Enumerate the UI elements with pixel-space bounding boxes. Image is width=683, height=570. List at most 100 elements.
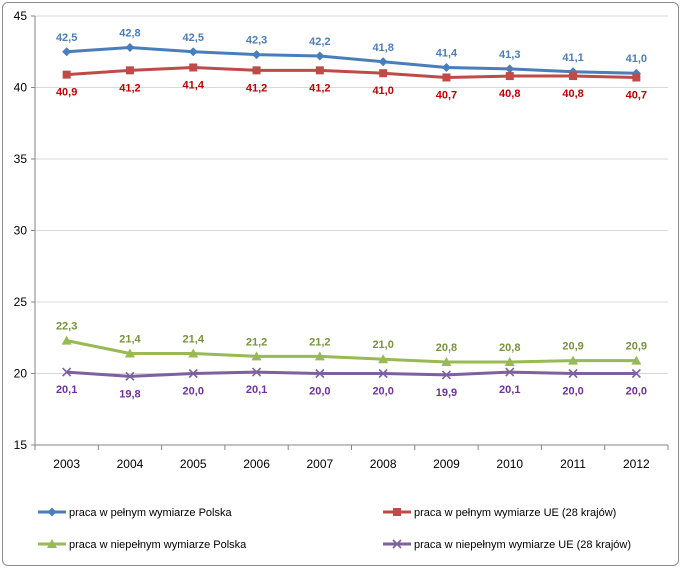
data-label-series-1: 41,4 xyxy=(436,47,458,59)
data-label-series-3: 21,2 xyxy=(309,336,330,348)
data-label-series-2: 40,7 xyxy=(626,89,647,101)
data-point-series-3 xyxy=(188,348,199,358)
legend-label-2: praca w pełnym wymiarze UE (28 krajów) xyxy=(414,507,616,519)
data-label-series-2: 41,2 xyxy=(309,82,330,94)
data-point-series-3 xyxy=(378,354,389,364)
y-tick-label: 35 xyxy=(14,152,28,166)
data-point-series-4 xyxy=(441,370,452,380)
legend-marker-1 xyxy=(47,507,57,517)
data-point-series-2 xyxy=(62,70,71,79)
data-label-series-4: 20,1 xyxy=(499,384,520,396)
legend-label-4: praca w niepełnym wymiarze UE (28 krajów… xyxy=(414,539,631,551)
x-tick-label: 2005 xyxy=(180,457,207,471)
legend-marker-4 xyxy=(392,539,402,549)
x-tick-label: 2006 xyxy=(243,457,270,471)
data-point-series-4 xyxy=(251,367,262,377)
data-label-series-2: 41,4 xyxy=(183,79,205,91)
data-point-series-4 xyxy=(568,368,578,379)
data-point-series-3 xyxy=(314,351,325,361)
data-label-series-1: 42,8 xyxy=(119,27,140,39)
data-label-series-1: 41,8 xyxy=(372,42,393,54)
data-label-series-3: 21,0 xyxy=(372,339,393,351)
series-line-1 xyxy=(66,45,637,75)
series-line-4 xyxy=(66,370,637,378)
data-point-series-4 xyxy=(125,371,135,381)
data-point-series-2 xyxy=(379,69,388,78)
x-tick-label: 2012 xyxy=(623,457,650,471)
data-label-series-1: 41,0 xyxy=(626,53,647,65)
data-point-series-4 xyxy=(315,368,325,379)
data-point-series-1 xyxy=(62,47,72,57)
x-tick-label: 2008 xyxy=(370,457,397,471)
data-point-series-1 xyxy=(125,42,135,52)
data-label-series-3: 21,2 xyxy=(246,336,267,348)
y-tick-label: 20 xyxy=(14,367,28,381)
data-point-series-4 xyxy=(378,368,388,379)
data-point-series-4 xyxy=(631,368,641,379)
data-point-series-1 xyxy=(252,50,262,60)
data-point-series-3 xyxy=(504,357,515,367)
data-label-series-4: 20,1 xyxy=(56,384,77,396)
legend-marker-3 xyxy=(47,539,57,548)
data-point-series-1 xyxy=(505,64,515,74)
data-label-series-4: 20,0 xyxy=(183,386,204,398)
data-point-series-2 xyxy=(505,72,514,81)
data-point-series-3 xyxy=(251,351,262,361)
data-label-series-1: 42,5 xyxy=(183,32,204,44)
x-tick-label: 2010 xyxy=(496,457,523,471)
y-tick-label: 40 xyxy=(14,81,28,95)
data-point-series-3 xyxy=(61,335,72,345)
data-point-series-1 xyxy=(188,47,198,57)
data-label-series-4: 19,9 xyxy=(436,387,457,399)
data-label-series-1: 42,5 xyxy=(56,32,77,44)
data-label-series-2: 41,2 xyxy=(246,82,267,94)
data-label-series-4: 20,0 xyxy=(309,386,330,398)
data-point-series-2 xyxy=(632,73,641,82)
x-tick-label: 2009 xyxy=(433,457,460,471)
data-point-series-1 xyxy=(378,57,388,67)
data-point-series-2 xyxy=(315,66,324,75)
data-label-series-4: 20,1 xyxy=(246,384,267,396)
data-label-series-2: 40,9 xyxy=(56,87,77,99)
data-label-series-1: 41,3 xyxy=(499,49,520,61)
series-line-3 xyxy=(66,339,637,364)
data-label-series-3: 20,9 xyxy=(626,341,647,353)
data-point-series-1 xyxy=(441,62,451,72)
y-tick-label: 15 xyxy=(14,438,28,452)
data-point-series-4 xyxy=(62,367,72,377)
legend-label-1: praca w pełnym wymiarze Polska xyxy=(69,507,232,519)
data-label-series-3: 22,3 xyxy=(56,321,77,333)
data-point-series-2 xyxy=(569,72,578,81)
data-point-series-2 xyxy=(189,63,198,72)
y-tick-label: 45 xyxy=(14,9,28,23)
data-point-series-2 xyxy=(442,73,451,82)
data-label-series-2: 40,8 xyxy=(499,88,520,100)
data-label-series-3: 20,8 xyxy=(499,342,520,354)
data-point-series-4 xyxy=(188,368,198,379)
data-point-series-3 xyxy=(124,348,135,358)
data-label-series-1: 42,3 xyxy=(246,35,267,47)
x-tick-label: 2011 xyxy=(560,457,586,471)
data-label-series-4: 19,8 xyxy=(119,388,140,400)
data-point-series-2 xyxy=(252,66,261,75)
data-label-series-4: 20,0 xyxy=(372,386,393,398)
data-label-series-2: 40,7 xyxy=(436,89,457,101)
x-tick-label: 2004 xyxy=(117,457,144,471)
data-point-series-4 xyxy=(505,367,515,377)
data-label-series-4: 20,0 xyxy=(626,386,647,398)
data-label-series-2: 41,0 xyxy=(372,85,393,97)
data-point-series-3 xyxy=(441,357,452,367)
legend-marker-2 xyxy=(393,508,401,516)
data-point-series-3 xyxy=(631,355,642,365)
x-tick-label: 2003 xyxy=(53,457,80,471)
data-label-series-3: 21,4 xyxy=(119,333,141,345)
data-label-series-1: 42,2 xyxy=(309,36,330,48)
data-label-series-2: 41,2 xyxy=(119,82,140,94)
data-label-series-3: 20,9 xyxy=(562,341,583,353)
legend-label-3: praca w niepełnym wymiarze Polska xyxy=(69,539,247,551)
series-line-2 xyxy=(66,65,637,79)
data-point-series-1 xyxy=(315,51,325,61)
data-label-series-3: 20,8 xyxy=(436,342,457,354)
